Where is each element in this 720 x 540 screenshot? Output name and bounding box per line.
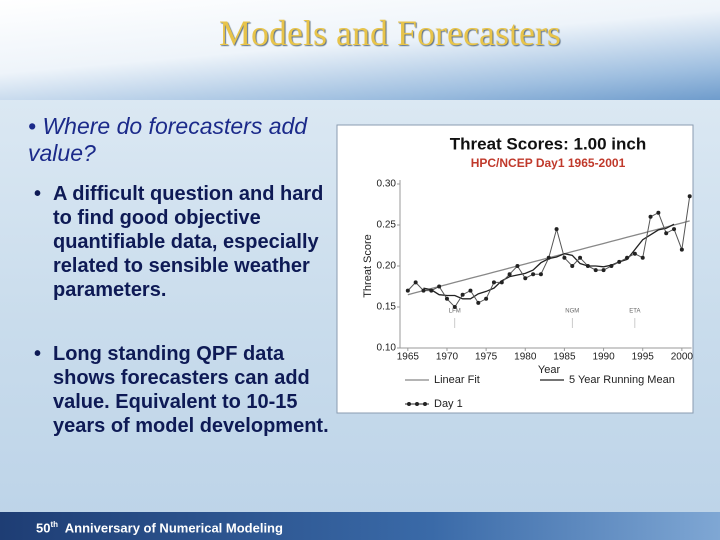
point (437, 284, 442, 289)
footer: 50th Anniversary of Numerical Modeling (36, 520, 283, 535)
point (617, 259, 622, 264)
question-text: Where do forecasters add value? (28, 113, 308, 166)
legend-label: 5 Year Running Mean (569, 374, 675, 386)
y-tick-label: 0.25 (377, 220, 397, 231)
question: • Where do forecasters add value? (28, 113, 308, 166)
point (648, 214, 653, 219)
point (460, 292, 465, 297)
point (632, 251, 637, 256)
x-tick-label: 1965 (397, 352, 420, 363)
point (405, 288, 410, 293)
point (523, 276, 528, 281)
footer-number: 50 (36, 520, 51, 536)
point (484, 296, 489, 301)
point (672, 227, 677, 232)
point (444, 296, 449, 301)
point (507, 272, 512, 277)
point (468, 288, 473, 293)
point (593, 268, 598, 273)
point (554, 227, 559, 232)
slide-title: Models and Forecasters (219, 13, 561, 53)
point (531, 272, 536, 277)
y-tick-label: 0.30 (377, 179, 397, 190)
bullet-text: A difficult question and hard to find go… (53, 183, 324, 301)
point (609, 264, 614, 268)
annotation: NGM (565, 309, 579, 315)
x-tick-label: 1995 (632, 352, 655, 363)
point (687, 194, 692, 199)
point (421, 288, 426, 293)
x-tick-label: 2000 (671, 352, 694, 363)
legend-dot (407, 402, 411, 406)
y-tick-label: 0.15 (377, 302, 397, 313)
point (625, 255, 630, 260)
x-tick-label: 1970 (436, 352, 459, 363)
bullet: • Long standing QPF data shows forecaster… (34, 342, 334, 438)
legend-label: Day 1 (434, 398, 463, 410)
y-axis-label: Threat Score (362, 234, 374, 298)
point (546, 255, 551, 260)
point (656, 210, 661, 215)
footer-suffix: th (50, 520, 59, 529)
annotation: LFM (449, 309, 461, 315)
point (452, 305, 457, 309)
point (585, 264, 590, 268)
point (570, 264, 575, 268)
point (601, 268, 606, 273)
legend-label: Linear Fit (434, 374, 480, 386)
point (578, 255, 583, 260)
point (491, 280, 496, 285)
y-tick-label: 0.10 (377, 343, 397, 354)
bullet-text: Long standing QPF data shows forecasters… (53, 343, 329, 437)
x-tick-label: 1975 (475, 352, 498, 363)
chart-title: Threat Scores: 1.00 inch (450, 134, 647, 153)
x-tick-label: 1985 (553, 352, 576, 363)
x-tick-label: 1990 (592, 352, 615, 363)
point (499, 280, 504, 285)
point (476, 300, 481, 305)
header-band (0, 0, 720, 100)
y-tick-label: 0.20 (377, 261, 397, 272)
point (515, 264, 520, 268)
footer-text: Anniversary of Numerical Modeling (64, 520, 283, 536)
point (429, 288, 434, 293)
annotation: ETA (629, 309, 640, 315)
point (679, 247, 684, 252)
x-axis-label: Year (538, 364, 561, 376)
chart-subtitle: HPC/NCEP Day1 1965-2001 (471, 156, 626, 170)
point (538, 272, 543, 277)
bullet: • A difficult question and hard to find g… (34, 182, 334, 302)
x-tick-label: 1980 (514, 352, 537, 363)
point (413, 280, 418, 285)
footer-bar (0, 512, 720, 540)
point (640, 255, 645, 260)
point (664, 231, 669, 236)
point (562, 255, 567, 260)
legend-dot (415, 402, 419, 406)
legend-dot (423, 402, 427, 406)
